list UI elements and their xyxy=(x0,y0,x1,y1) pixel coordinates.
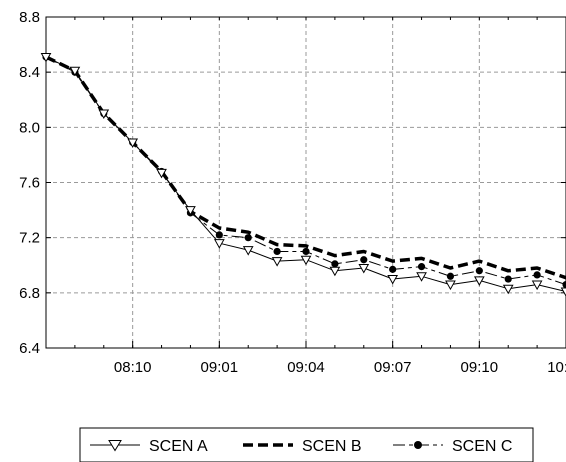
legend-box xyxy=(79,427,534,462)
data-point-scen-c xyxy=(331,260,339,268)
data-point-scen-c xyxy=(389,265,397,273)
legend-item-scen-b: SCEN B xyxy=(243,438,362,455)
data-point-scen-a xyxy=(98,109,110,120)
data-point-scen-c xyxy=(215,231,223,239)
data-point-scen-a xyxy=(213,239,225,249)
circle-marker-icon xyxy=(414,441,422,449)
x-axis: 08:10 09:01 09:04 09:07 09:10 10:01 xyxy=(45,17,566,376)
legend: SCEN A SCEN B SCEN C xyxy=(79,427,534,462)
data-point-scen-c xyxy=(533,271,541,279)
data-point-scen-a xyxy=(329,266,341,277)
data-point-scen-a xyxy=(387,275,399,285)
y-tick-label: 7.2 xyxy=(19,230,40,247)
data-point-scen-a xyxy=(416,272,427,282)
data-point-scen-c xyxy=(273,247,281,256)
legend-item-scen-c: SCEN C xyxy=(393,438,512,455)
y-tick-label: 6.8 xyxy=(19,285,40,302)
x-tick-label: 08:10 xyxy=(114,359,152,376)
data-point-scen-a xyxy=(531,280,543,291)
data-point-scen-a xyxy=(445,280,456,291)
x-tick-label: 09:01 xyxy=(201,359,239,376)
triangle-marker-icon xyxy=(108,440,122,452)
x-tick-label: 09:07 xyxy=(374,359,412,376)
grid-lines xyxy=(46,17,566,348)
data-point-scen-c xyxy=(417,263,426,271)
data-point-scen-c xyxy=(504,275,512,283)
data-point-scen-a xyxy=(300,255,312,266)
y-tick-label: 8.0 xyxy=(19,119,40,136)
legend-item-scen-a: SCEN A xyxy=(90,438,208,455)
data-point-scen-a xyxy=(242,246,254,256)
y-tick-label: 7.6 xyxy=(19,175,40,192)
data-point-scen-c xyxy=(302,247,310,256)
data-point-scen-a xyxy=(185,206,196,216)
data-point-scen-c xyxy=(475,267,483,275)
x-tick-label: 09:04 xyxy=(287,359,325,376)
data-point-scen-a xyxy=(127,138,139,149)
data-point-scen-a xyxy=(502,284,514,295)
data-point-scen-c xyxy=(562,280,566,289)
legend-label-scen-c: SCEN C xyxy=(452,438,512,455)
x-tick-label: 09:10 xyxy=(461,359,499,376)
data-point-scen-a xyxy=(358,264,370,274)
legend-label-scen-b: SCEN B xyxy=(302,438,362,455)
data-point-scen-a xyxy=(560,287,566,297)
series-scen-c xyxy=(42,53,566,289)
y-tick-label: 8.4 xyxy=(19,64,40,81)
legend-label-scen-a: SCEN A xyxy=(149,438,208,455)
y-tick-label: 8.8 xyxy=(19,9,40,26)
data-point-scen-a xyxy=(473,276,485,286)
x-tick-label: 10:01 xyxy=(547,359,566,376)
y-tick-label: 6.4 xyxy=(19,340,40,357)
data-point-scen-a xyxy=(156,168,167,179)
data-point-scen-c xyxy=(244,234,252,242)
data-point-scen-a xyxy=(69,66,81,77)
series-scen-a xyxy=(40,52,566,297)
y-axis: 6.4 6.8 7.2 7.6 8.0 8.4 8.8 xyxy=(19,9,566,357)
data-point-scen-c xyxy=(446,272,455,280)
data-point-scen-a xyxy=(40,52,52,63)
data-point-scen-a xyxy=(271,257,283,267)
data-point-scen-c xyxy=(360,256,368,264)
series-layer xyxy=(40,52,566,297)
